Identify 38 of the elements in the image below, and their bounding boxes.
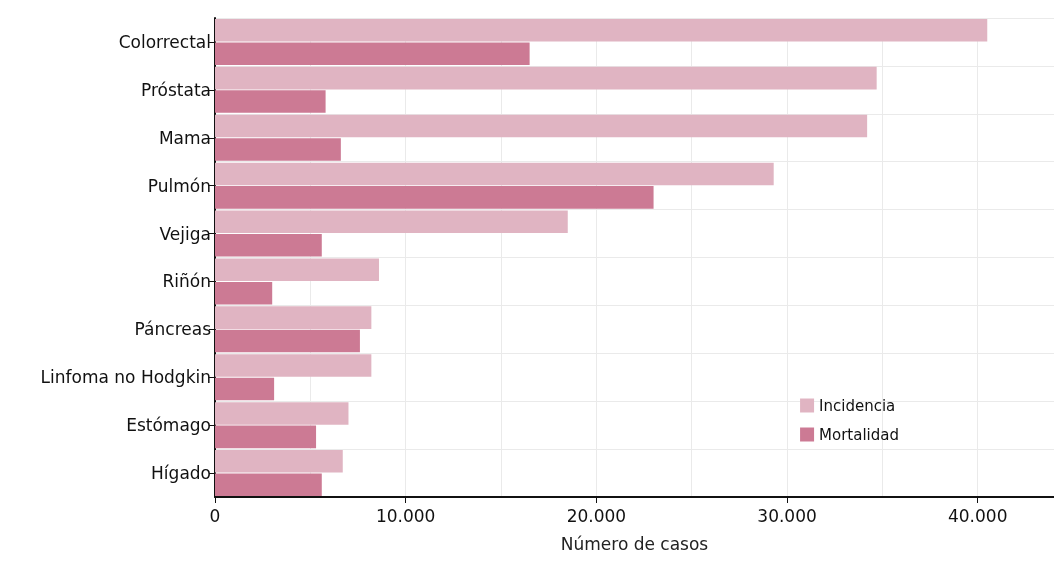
y-tick-label: Pulmón [147, 175, 211, 196]
bar [215, 234, 322, 257]
bar [215, 402, 349, 425]
bar [215, 281, 273, 305]
y-tick-label: Riñón [162, 271, 211, 292]
x-tick-label: 10.000 [375, 505, 436, 526]
bar [215, 354, 372, 377]
bar [215, 329, 360, 353]
bar [215, 210, 568, 234]
y-tick-label: Páncreas [134, 319, 212, 340]
x-tick-label: 0 [209, 505, 221, 526]
legend-label: Incidencia [819, 396, 896, 415]
bar [215, 114, 868, 138]
x-tick-label: 30.000 [757, 505, 817, 526]
bar [215, 66, 877, 90]
bar [215, 90, 326, 113]
bar [215, 306, 372, 329]
x-tick-label: 20.000 [566, 505, 627, 526]
bar [215, 42, 530, 65]
bar [215, 18, 988, 42]
bar [215, 377, 275, 401]
y-tick-label: Vejiga [159, 223, 211, 244]
bar [215, 186, 654, 209]
x-axis-title: Número de casos [560, 533, 709, 554]
y-tick-label: Colorrectal [118, 31, 211, 52]
bar [215, 138, 341, 161]
y-tick-label: Mama [158, 127, 211, 148]
y-tick-label: Estómago [126, 415, 211, 436]
bar [215, 425, 317, 449]
bar [215, 258, 379, 281]
y-tick-label: Linfoma no Hodgkin [40, 367, 211, 388]
bar [215, 162, 774, 186]
bar [215, 450, 343, 473]
y-tick-label: Próstata [141, 79, 211, 100]
bar [215, 473, 322, 497]
legend-label: Mortalidad [819, 425, 900, 444]
x-tick-label: 40.000 [947, 505, 1008, 526]
y-tick-label: Hígado [151, 463, 211, 484]
